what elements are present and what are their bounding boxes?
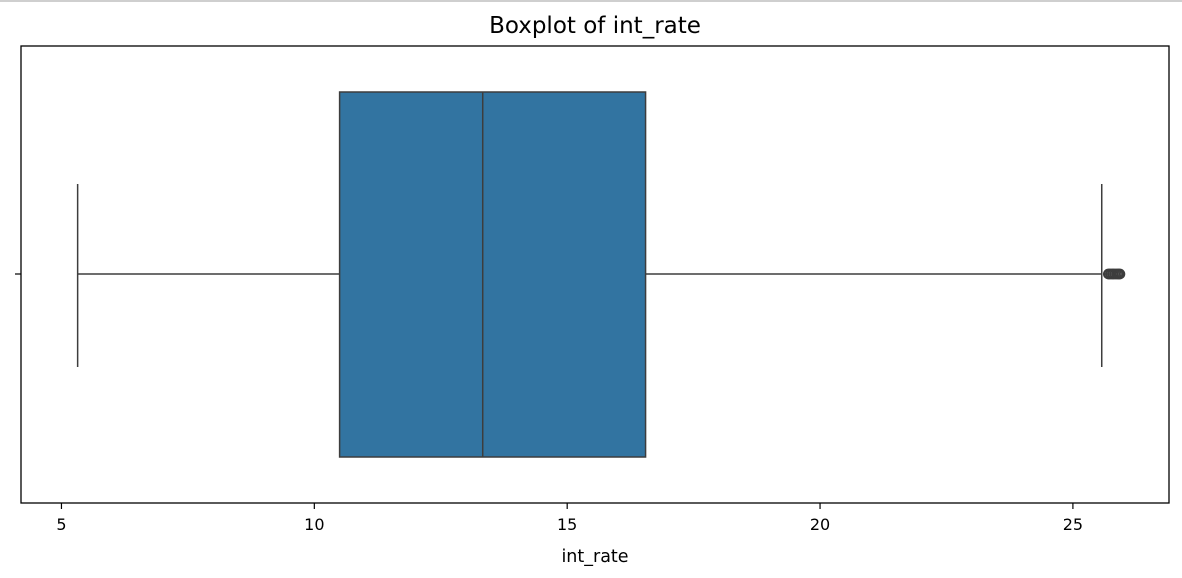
x-tick-label: 5: [56, 515, 66, 534]
x-tick-label: 20: [810, 515, 830, 534]
x-tick-label: 10: [304, 515, 324, 534]
interquartile-box: [338, 91, 647, 458]
x-tick-label: 25: [1063, 515, 1083, 534]
x-axis-ticks: 5 10 15 20 25: [56, 503, 1083, 534]
outlier-point: [1114, 268, 1126, 280]
x-axis-label: int_rate: [561, 547, 628, 567]
boxplot-group: [76, 91, 1126, 458]
x-tick-label: 15: [557, 515, 577, 534]
window-top-border: [0, 0, 1182, 2]
chart-title: Boxplot of int_rate: [489, 13, 701, 39]
